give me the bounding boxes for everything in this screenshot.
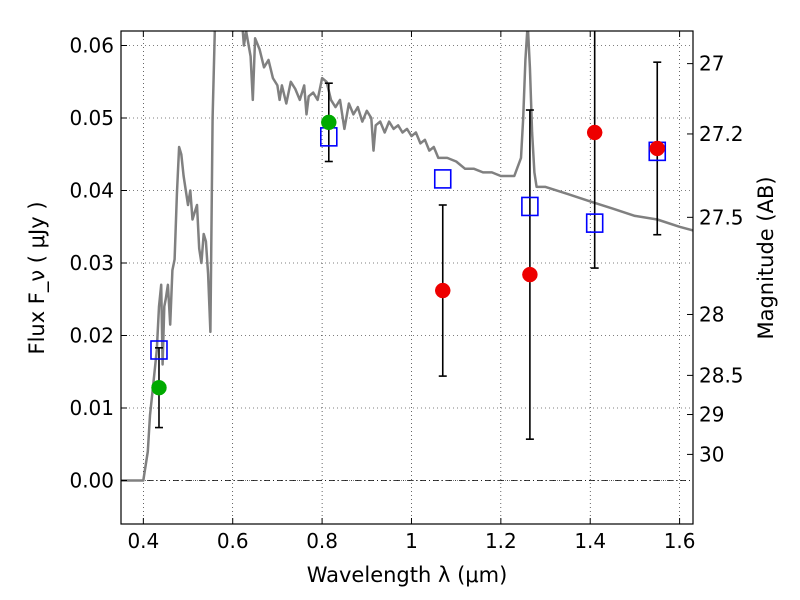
- model-flux-square: [433, 169, 452, 189]
- model-flux-square: [521, 196, 539, 217]
- y2-tick-label: 27: [699, 52, 724, 76]
- y2-tick-label: 28.5: [699, 363, 744, 387]
- y2-tick-label: 29: [699, 403, 724, 427]
- x-tick-label: 1.2: [485, 529, 517, 553]
- y-axis-title-right: Magnitude (AB): [754, 176, 778, 339]
- y2-tick-label: 27.2: [699, 122, 744, 146]
- measured-flux-point: [649, 140, 665, 157]
- y-tick-label: 0.00: [69, 469, 114, 493]
- y-axis-title-left: Flux F_ν ( μJy ): [25, 201, 50, 354]
- y-tick-label: 0.06: [69, 34, 114, 58]
- measured-flux-point: [586, 124, 603, 141]
- x-tick-label: 0.4: [127, 529, 159, 553]
- axis-ticks: [121, 31, 693, 524]
- x-tick-label: 1: [405, 529, 418, 553]
- y-tick-label: 0.05: [69, 106, 114, 130]
- y-tick-label: 0.02: [69, 324, 114, 348]
- x-tick-label: 1.4: [574, 529, 606, 553]
- y2-tick-label: 28: [699, 302, 724, 326]
- y-tick-label: 0.04: [69, 179, 114, 203]
- grid-lines: [121, 31, 693, 524]
- x-axis-title: Wavelength λ (μm): [307, 563, 508, 587]
- measured-flux-markers: [151, 114, 665, 396]
- y-tick-label: 0.03: [69, 251, 114, 275]
- tick-labels: 0.4 0.6 0.8 1 1.2 1.4 1.6 0.00 0.01 0.02 0.03 0.04 0…: [69, 34, 743, 554]
- measured-flux-point: [321, 114, 337, 131]
- measured-flux-point: [151, 379, 167, 396]
- y2-tick-label: 30: [699, 442, 724, 466]
- model-flux-square: [585, 213, 604, 233]
- y-tick-label: 0.01: [69, 396, 114, 420]
- measured-flux-point: [435, 282, 451, 299]
- x-tick-label: 0.6: [217, 529, 249, 553]
- model-flux-square: [150, 340, 168, 360]
- measured-flux-point: [522, 266, 538, 283]
- x-tick-label: 0.8: [306, 529, 338, 553]
- spectrum-layer: [121, 31, 693, 482]
- plot-area: [121, 31, 693, 524]
- y2-tick-label: 27.5: [699, 205, 744, 229]
- spectrum-line: [121, 31, 693, 482]
- plot-frame: [120, 30, 694, 525]
- x-tick-label: 1.6: [664, 529, 696, 553]
